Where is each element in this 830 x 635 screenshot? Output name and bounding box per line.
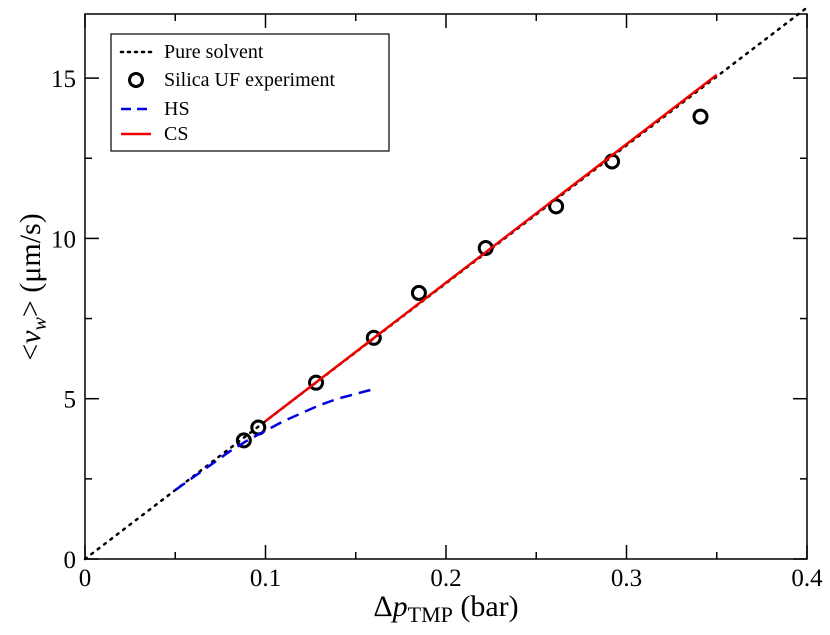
- series-line-pure-solvent: [83, 6, 809, 561]
- data-point-silica-uf-experiment: [410, 284, 427, 301]
- x-axis-label-sub: TMP: [408, 602, 453, 627]
- legend-label-silica-uf: Silica UF experiment: [164, 69, 336, 91]
- x-axis-label-var: p: [391, 590, 408, 623]
- y-tick-label: 10: [51, 226, 76, 253]
- legend-swatch-silica-uf: [128, 72, 144, 88]
- x-axis-label-unit: (bar): [453, 590, 519, 623]
- x-tick-label: 0: [79, 565, 92, 592]
- y-axis-label-open: <: [14, 344, 47, 361]
- axis-ticks: 0 0.1 0.2 0.3 0.4 0 5 10 15: [51, 14, 823, 592]
- data-point-silica-uf-experiment: [365, 329, 382, 346]
- x-axis-label-prefix: Δ: [373, 590, 392, 623]
- y-tick-label: 15: [51, 66, 76, 93]
- data-point-silica-uf-experiment: [308, 374, 325, 391]
- legend-label-pure-solvent: Pure solvent: [164, 41, 264, 63]
- y-axis-label-unit: (μm/s): [14, 213, 47, 300]
- series-layer: [83, 6, 809, 561]
- data-point-silica-uf-experiment: [548, 198, 565, 215]
- y-axis-label-var: v: [14, 330, 47, 344]
- data-point-silica-uf-experiment: [692, 108, 709, 125]
- y-tick-label: 5: [64, 387, 77, 414]
- data-point-silica-uf-experiment: [235, 432, 252, 449]
- y-axis-label-close: >: [14, 300, 47, 317]
- series-line-cs: [264, 73, 718, 423]
- x-tick-label: 0.4: [791, 565, 823, 592]
- y-axis-label-sub: w: [29, 316, 51, 330]
- legend-box: [110, 33, 390, 152]
- x-tick-label: 0.1: [250, 565, 281, 592]
- y-tick-label: 0: [64, 547, 77, 574]
- x-axis-label: ΔpTMP (bar): [373, 590, 518, 627]
- legend-label-hs: HS: [164, 98, 190, 120]
- legend-label-cs: CS: [164, 123, 188, 145]
- x-tick-label: 0.3: [611, 565, 642, 592]
- x-tick-label: 0.2: [430, 565, 461, 592]
- legend: Pure solvent Silica UF experiment HS CS: [110, 33, 390, 152]
- y-axis-label: <vw> (μm/s): [14, 213, 51, 360]
- series-line-hs: [174, 387, 375, 492]
